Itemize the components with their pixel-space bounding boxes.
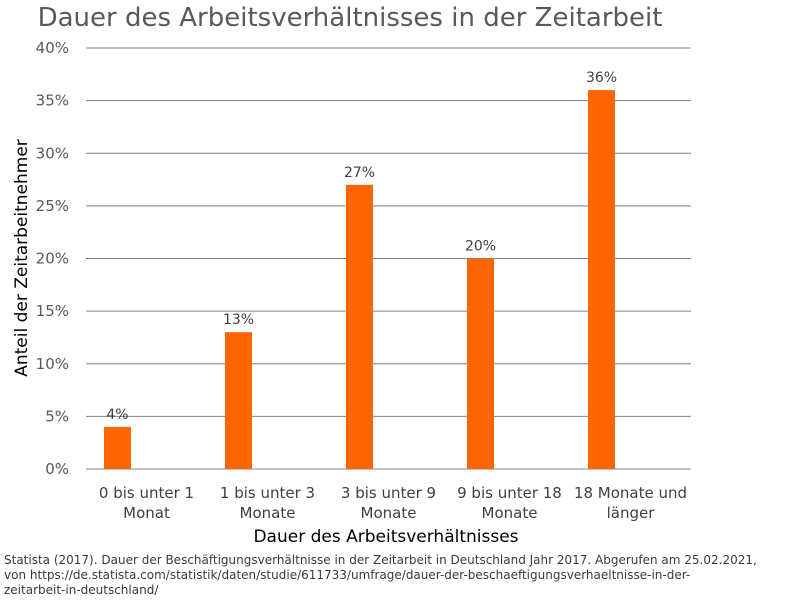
x-tick-label: Monate — [361, 504, 417, 522]
y-tick-label: 10% — [36, 355, 69, 373]
x-axis-title: Dauer des Arbeitsverhältnisses — [253, 527, 518, 547]
y-tick-label: 20% — [36, 250, 69, 268]
y-tick-label: 5% — [45, 407, 69, 425]
x-tick-label: länger — [607, 504, 656, 522]
x-tick-label: Monate — [240, 504, 296, 522]
x-tick-label: 3 bis unter 9 — [341, 484, 436, 502]
chart-title: Dauer des Arbeitsverhältnisses in der Ze… — [38, 3, 663, 33]
x-tick-label: 9 bis unter 18 — [457, 484, 562, 502]
x-tick-label: 0 bis unter 1 — [99, 484, 194, 502]
bar-5 — [588, 90, 615, 469]
bar-1 — [104, 426, 131, 469]
y-axis-title: Anteil der Zeitarbeitnehmer — [12, 139, 32, 377]
data-label: 20% — [465, 239, 496, 255]
x-tick-label: 18 Monate und — [574, 484, 687, 502]
y-tick-label: 15% — [36, 302, 69, 320]
y-axis-ticks: 0% 5% 10% 15% 20% 25% 30% 35% 40% — [36, 39, 69, 478]
bar-2 — [225, 332, 252, 469]
y-tick-label: 40% — [36, 39, 69, 57]
data-label: 13% — [223, 312, 254, 328]
data-label: 36% — [586, 70, 617, 86]
bar-3 — [346, 184, 373, 469]
data-label: 27% — [344, 165, 375, 181]
x-tick-label: Monate — [482, 504, 538, 522]
bars — [104, 90, 615, 469]
y-tick-label: 35% — [36, 92, 69, 110]
y-tick-label: 0% — [45, 460, 69, 478]
y-tick-label: 30% — [36, 144, 69, 162]
data-labels: 4% 13% 27% 20% 36% — [106, 70, 617, 423]
bar-4 — [467, 258, 494, 469]
y-tick-label: 25% — [36, 197, 69, 215]
x-axis-categories: 0 bis unter 1 Monat 1 bis unter 3 Monate 3 b… — [99, 484, 687, 522]
source-citation: Statista (2017). Dauer der Beschäftigung… — [4, 553, 808, 598]
source-line-3: zeitarbeit-in-deutschland/ — [4, 583, 159, 597]
data-label: 4% — [106, 407, 128, 423]
gridlines — [86, 47, 691, 470]
source-line-2: von https://de.statista.com/statistik/da… — [4, 568, 691, 582]
x-tick-label: Monat — [123, 504, 170, 522]
x-tick-label: 1 bis unter 3 — [220, 484, 315, 502]
bar-chart: Dauer des Arbeitsverhältnisses in der Ze… — [12, 3, 691, 547]
source-line-1: Statista (2017). Dauer der Beschäftigung… — [4, 553, 757, 567]
